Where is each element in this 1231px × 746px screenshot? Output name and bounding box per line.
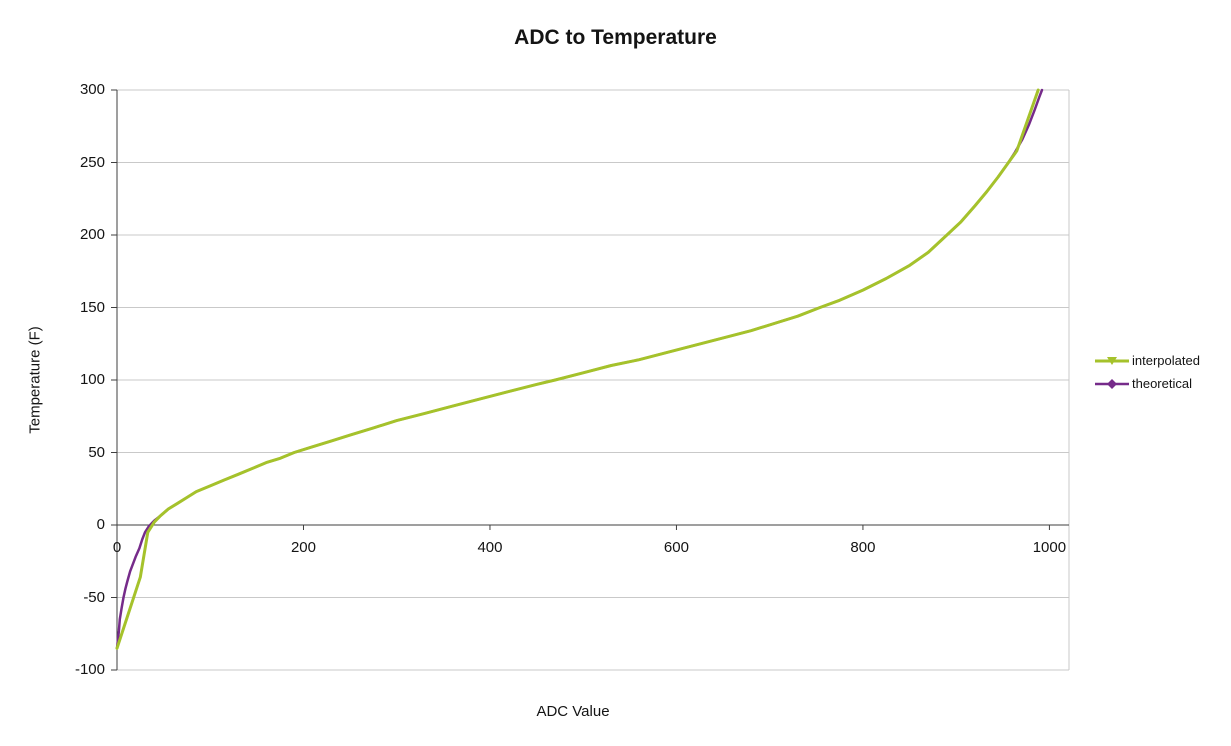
triangle-down-marker-icon xyxy=(1095,356,1129,365)
y-tick-label-50: 50 xyxy=(88,443,105,461)
legend-item-theoretical: theoretical xyxy=(1095,372,1200,395)
x-tick-label-600: 600 xyxy=(663,539,689,556)
series-line-theoretical xyxy=(115,88,1044,650)
y-tick-label-200: 200 xyxy=(79,226,105,243)
x-tick-label-400: 400 xyxy=(477,539,503,556)
series-line-interpolated xyxy=(115,88,1040,650)
y-tick-label--100: -100 xyxy=(74,661,105,678)
x-tick-label-1000: 1000 xyxy=(1032,539,1067,556)
y-tick-label-150: 150 xyxy=(79,298,105,316)
chart-title: ADC to Temperature xyxy=(514,26,717,49)
diamond-marker-icon xyxy=(1095,378,1129,389)
legend-item-interpolated: interpolated xyxy=(1095,349,1200,372)
x-tick-label-800: 800 xyxy=(850,539,876,556)
legend-label: theoretical xyxy=(1132,376,1192,391)
legend-label: interpolated xyxy=(1132,353,1200,368)
x-axis-title: ADC Value xyxy=(536,703,610,720)
y-tick-label-0: 0 xyxy=(96,516,105,533)
y-tick-label-250: 250 xyxy=(79,153,105,171)
y-axis-title: Temperature (F) xyxy=(26,326,44,434)
legend: interpolated theoretical xyxy=(1095,349,1200,395)
y-tick-label--50: -50 xyxy=(83,588,105,606)
y-tick-label-300: 300 xyxy=(79,81,105,98)
x-tick-label-200: 200 xyxy=(290,539,316,556)
y-tick-label-100: 100 xyxy=(79,371,105,388)
x-tick-label-0: 0 xyxy=(112,539,122,556)
